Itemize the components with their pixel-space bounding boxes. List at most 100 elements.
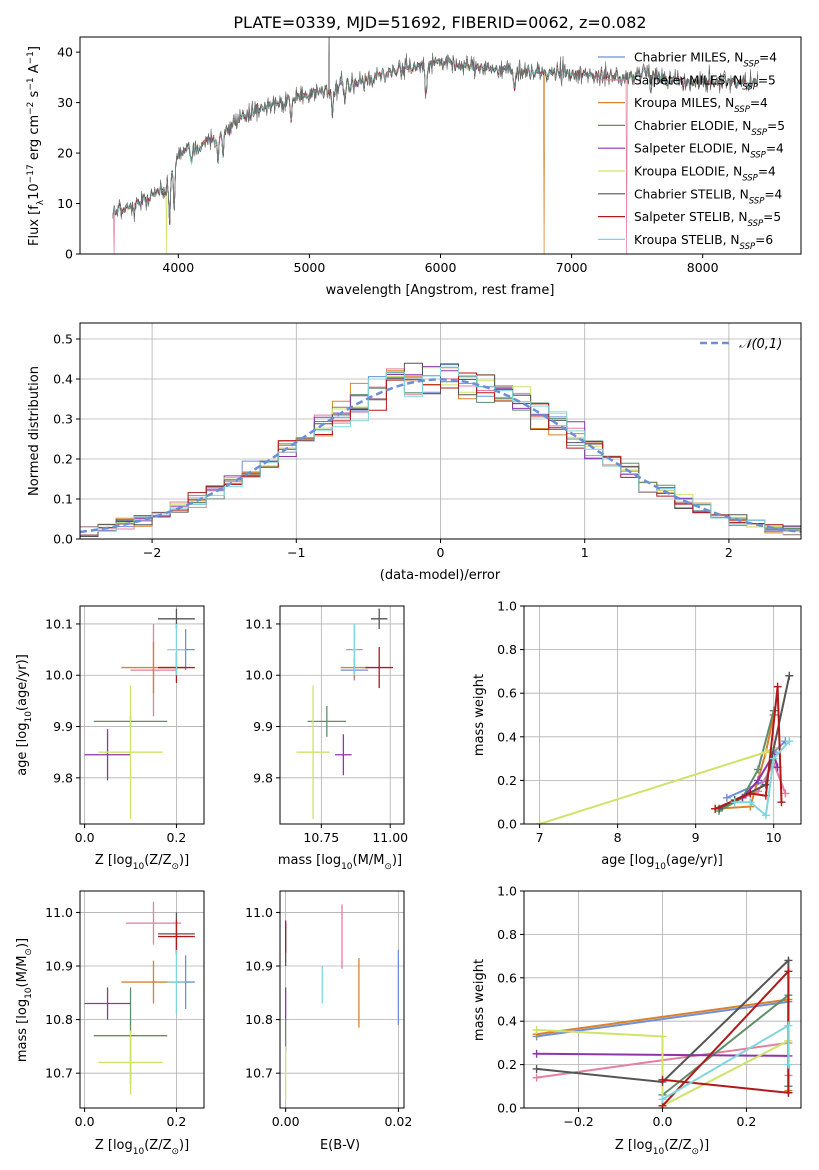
x-tick-label: −1 [287, 545, 305, 560]
residuals-panel: −2 −1 0 1 2 0.0 0.1 0.2 0.3 0.4 0.5 (data-model)/er… [27, 322, 802, 583]
axes-frame [79, 605, 205, 825]
weight-marker [722, 793, 731, 802]
legend-label: Chabrier MILES, NSSP=4 [634, 51, 777, 70]
x-axis-label: E(B-V) [320, 1138, 360, 1153]
weight-marker [784, 1060, 793, 1069]
y-tick-label: 0.0 [53, 532, 73, 547]
y-tick-label: 10.9 [45, 959, 73, 974]
y-tick-label: 10.7 [45, 1066, 73, 1081]
x-axis-label: Z [log10(Z/Z⊙)] [615, 1138, 709, 1157]
weight-marker [785, 671, 794, 680]
x-axis-label: (data-model)/error [380, 568, 501, 583]
x-tick-label: 0.00 [272, 1114, 300, 1129]
weight-marker [761, 748, 770, 757]
spectrum-panel: 4000 5000 6000 7000 8000 0 10 20 30 40 wavelength … [26, 36, 802, 298]
spectrum-data-line [112, 37, 758, 223]
y-tick-label: 9.9 [53, 719, 73, 734]
x-tick-label: 10.75 [303, 830, 339, 845]
weight-marker [784, 1021, 793, 1030]
y-tick-label: 0.6 [497, 686, 517, 701]
weight-marker [781, 789, 790, 798]
y-tick-label: 0.8 [497, 642, 517, 657]
y-axis-label: age [log10(age/yr)] [15, 654, 34, 776]
x-tick-label: 9 [692, 830, 700, 845]
y-tick-label: 9.9 [253, 719, 273, 734]
weight-marker [532, 1073, 541, 1082]
legend: Chabrier MILES, NSSP=4 Salpeter MILES, NS… [598, 51, 785, 252]
histogram-step [80, 372, 801, 536]
y-tick-label: 10.7 [245, 1066, 273, 1081]
y-tick-label: 11.0 [245, 905, 273, 920]
y-tick-label: 1.0 [497, 884, 517, 899]
y-tick-label: 9.8 [53, 770, 73, 785]
weight-marker [769, 754, 778, 763]
weight-marker [730, 798, 739, 807]
y-tick-label: 10 [57, 196, 73, 211]
age-vs-metallicity-panel: 0.0 0.2 9.8 9.9 10.0 10.1 Z [log10(Z/Z⊙)] age [… [15, 605, 205, 872]
weight-line [536, 1028, 789, 1108]
y-tick-label: 0.2 [497, 1057, 517, 1072]
weight-marker [785, 737, 794, 746]
plot-area [80, 362, 801, 537]
legend-label: Chabrier ELODIE, NSSP=5 [634, 119, 785, 138]
y-tick-label: 10.8 [45, 1012, 73, 1027]
weight-marker [532, 1064, 541, 1073]
x-tick-label: 6000 [425, 260, 457, 275]
weight-marker [532, 1049, 541, 1058]
y-axis-label: mass weight [472, 959, 487, 1041]
y-tick-label: 0.4 [497, 1014, 517, 1029]
weight-marker [746, 798, 755, 807]
axes-frame [523, 605, 802, 825]
y-tick-label: 0.0 [497, 817, 517, 832]
x-tick-label: 0.2 [736, 1114, 756, 1129]
x-tick-label: 4000 [162, 260, 194, 275]
y-tick-label: 10.8 [245, 1012, 273, 1027]
y-tick-label: 10.1 [245, 616, 273, 631]
weight-marker [754, 776, 763, 785]
x-tick-label: 8 [614, 830, 622, 845]
weight-line [741, 751, 779, 799]
x-axis-label: wavelength [Angstrom, rest frame] [326, 283, 555, 298]
weight-marker [658, 1095, 667, 1104]
x-tick-label: 7000 [556, 260, 588, 275]
weight-marker [532, 1025, 541, 1034]
x-tick-label: 11.00 [372, 830, 408, 845]
axes-frame [279, 890, 405, 1109]
legend-label: Kroupa MILES, NSSP=4 [634, 96, 768, 115]
plot-area [532, 956, 793, 1108]
y-axis-label: Normed distribution [27, 366, 42, 496]
y-tick-label: 0.1 [53, 492, 73, 507]
mass-vs-extinction-panel: 0.00 0.02 10.7 10.8 10.9 11.0 E(B-V) [245, 890, 412, 1153]
x-tick-label: 0.0 [653, 1114, 673, 1129]
x-axis-label: age [log10(age/yr)] [601, 853, 723, 872]
x-tick-label: 1 [581, 545, 589, 560]
legend-label: Salpeter STELIB, NSSP=5 [634, 210, 781, 229]
weight-marker [784, 967, 793, 976]
x-tick-label: −2 [143, 545, 161, 560]
figure-title: PLATE=0339, MJD=51692, FIBERID=0062, z=0… [233, 13, 646, 32]
x-tick-label: 8000 [687, 260, 719, 275]
x-tick-label: 0.02 [384, 1114, 412, 1129]
y-axis-label: mass [log10(M/M⊙)] [15, 938, 34, 1062]
x-tick-label: 10 [766, 830, 782, 845]
weight-marker [784, 1088, 793, 1097]
x-tick-label: 0 [437, 545, 445, 560]
weight-marker [784, 956, 793, 965]
y-axis-label: Flux [fλ10−17 erg cm−2 s−1 A−1] [26, 46, 46, 246]
weight-marker [658, 1032, 667, 1041]
weight-vs-metallicity-panel: −0.2 0.0 0.2 0.0 0.2 0.4 0.6 0.8 1.0 Z [log10(Z/Z… [472, 884, 802, 1157]
weight-marker [535, 820, 544, 824]
y-tick-label: 30 [57, 95, 73, 110]
weight-marker [777, 798, 786, 807]
x-axis-label: Z [log10(Z/Z⊙)] [95, 1138, 189, 1157]
y-tick-label: 0 [65, 247, 73, 262]
y-tick-label: 0.4 [497, 729, 517, 744]
weight-line [661, 968, 790, 1107]
y-tick-label: 0.3 [53, 412, 73, 427]
legend-label: 𝒩(0,1) [739, 337, 782, 352]
weight-line [539, 746, 775, 824]
weight-line [718, 710, 775, 812]
y-tick-label: 0.2 [497, 773, 517, 788]
plot-area [284, 904, 400, 1100]
